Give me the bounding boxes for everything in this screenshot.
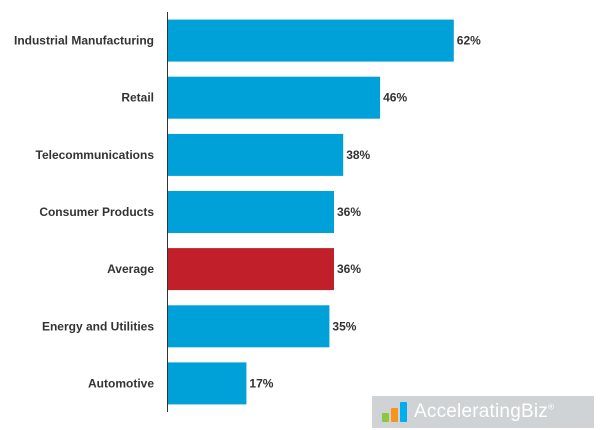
category-label-average: Average	[107, 262, 154, 276]
bar-consumer-products	[168, 191, 334, 233]
bar-industrial-manufacturing	[168, 19, 454, 62]
acceleratingbiz-logo-icon	[382, 402, 408, 422]
bar-average	[168, 248, 334, 291]
bar-telecommunications	[168, 133, 344, 176]
labels-layer: Industrial Manufacturing 62% Retail 46% Tele…	[14, 34, 481, 391]
value-label-average: 36%	[337, 262, 361, 276]
value-label-consumer-products: 36%	[337, 205, 361, 219]
watermark-badge: AcceleratingBiz®	[372, 396, 594, 428]
category-label-automotive: Automotive	[88, 376, 154, 390]
logo-bar-orange	[391, 408, 398, 422]
value-label-automotive: 17%	[249, 376, 273, 390]
logo-bar-green	[382, 413, 389, 422]
category-label-energy-and-utilities: Energy and Utilities	[42, 319, 154, 333]
category-label-consumer-products: Consumer Products	[39, 205, 154, 219]
bar-automotive	[168, 362, 247, 405]
bar-retail	[168, 76, 381, 119]
value-label-energy-and-utilities: 35%	[332, 319, 356, 333]
category-label-industrial-manufacturing: Industrial Manufacturing	[14, 34, 154, 48]
value-label-retail: 46%	[383, 91, 407, 105]
watermark-brand: AcceleratingBiz	[414, 401, 548, 422]
watermark-registered-mark: ®	[547, 402, 555, 412]
watermark-text: AcceleratingBiz®	[414, 401, 554, 423]
value-label-industrial-manufacturing: 62%	[457, 34, 481, 48]
value-label-telecommunications: 38%	[346, 148, 370, 162]
category-label-telecommunications: Telecommunications	[36, 148, 155, 162]
bar-energy-and-utilities	[168, 305, 330, 348]
bars-layer	[168, 19, 454, 405]
category-label-retail: Retail	[121, 91, 154, 105]
logo-bar-blue	[400, 402, 407, 422]
